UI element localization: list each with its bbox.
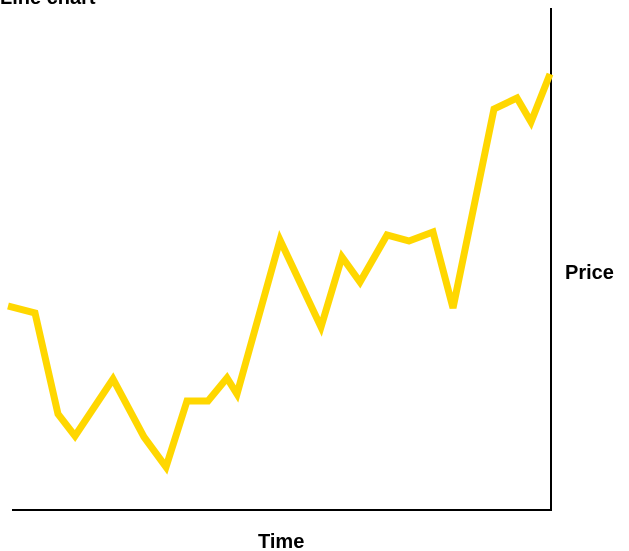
- y-axis-label: Price: [565, 262, 614, 284]
- x-axis-label: Time: [258, 531, 304, 551]
- series-group: [7, 72, 554, 475]
- chart-title: Line chart: [0, 0, 96, 9]
- price-series-line: [7, 72, 554, 475]
